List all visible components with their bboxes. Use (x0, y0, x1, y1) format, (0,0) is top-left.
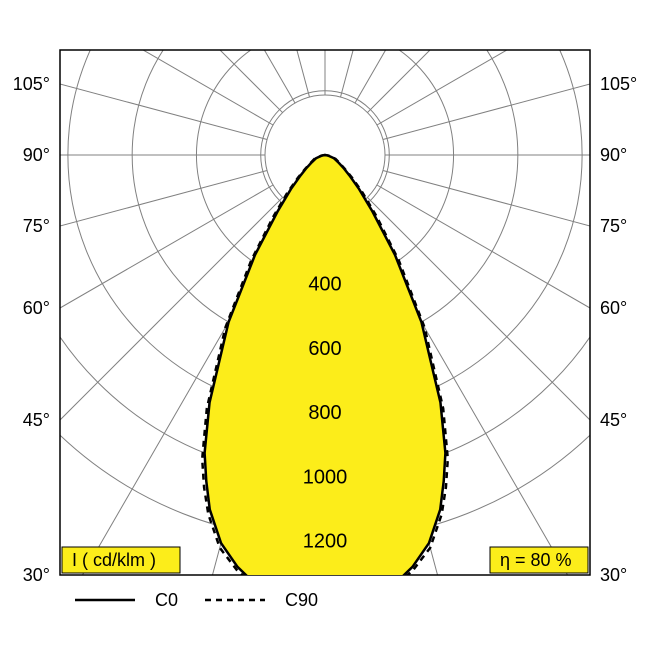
angle-label-right: 105° (600, 74, 637, 94)
angle-label-left: 60° (23, 298, 50, 318)
angle-label-right: 30° (600, 565, 627, 585)
units-label: I ( cd/klm ) (72, 550, 156, 570)
radial-tick-label: 800 (308, 402, 341, 424)
angle-label-right: 45° (600, 410, 627, 430)
efficiency-label: η = 80 % (500, 550, 572, 570)
polar-chart-container: 400 600 800 1000 1200 30° 30° 45° 45° 60° 60° 75° 75… (0, 0, 650, 650)
angle-label-left: 105° (13, 74, 50, 94)
radial-tick-label: 1000 (303, 466, 348, 488)
radial-tick-label: 1200 (303, 531, 348, 553)
angle-label-right: 75° (600, 216, 627, 236)
polar-chart-svg: 400 600 800 1000 1200 30° 30° 45° 45° 60° 60° 75° 75… (0, 0, 650, 650)
legend-c0: C0 (155, 590, 178, 610)
radial-tick-label: 600 (308, 338, 341, 360)
legend-c90: C90 (285, 590, 318, 610)
angle-label-left: 75° (23, 216, 50, 236)
angle-label-right: 90° (600, 145, 627, 165)
angle-label-left: 90° (23, 145, 50, 165)
angle-label-left: 30° (23, 565, 50, 585)
angle-label-left: 45° (23, 410, 50, 430)
radial-tick-label: 400 (308, 274, 341, 296)
angle-label-right: 60° (600, 298, 627, 318)
